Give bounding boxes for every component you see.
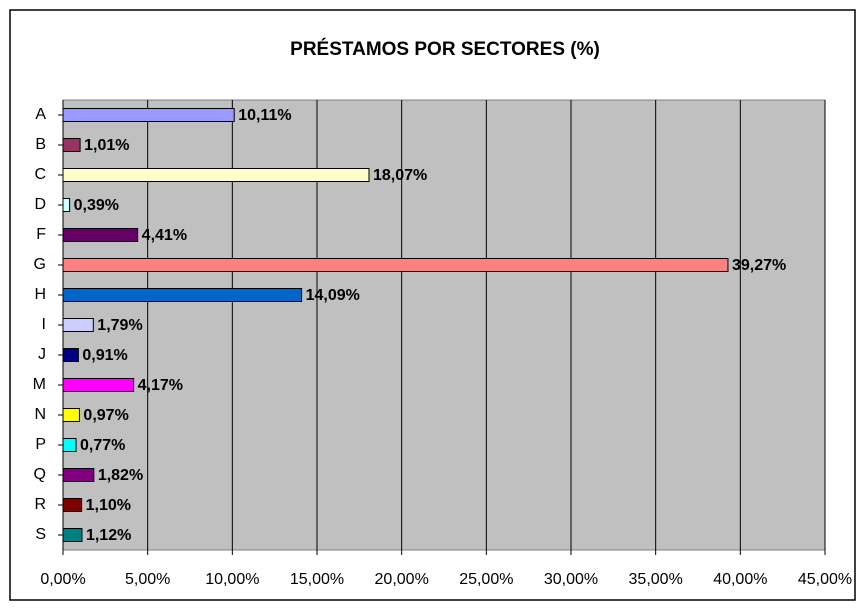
data-label: 0,77% xyxy=(80,437,125,454)
data-label: 1,12% xyxy=(86,527,131,544)
bar xyxy=(62,498,83,512)
data-label: 4,41% xyxy=(142,227,187,244)
data-label: 4,17% xyxy=(138,377,183,394)
bar xyxy=(62,528,83,542)
x-tick-label: 0,00% xyxy=(40,571,85,588)
data-label: 10,11% xyxy=(238,107,291,124)
y-tick-label: Q xyxy=(34,466,46,483)
y-tick-label: S xyxy=(35,526,46,543)
y-tick-label: A xyxy=(35,106,46,123)
bar xyxy=(62,258,729,272)
data-label: 1,01% xyxy=(84,137,129,154)
data-label: 0,39% xyxy=(74,197,119,214)
y-tick-label: F xyxy=(36,226,46,243)
x-tick-label: 30,00% xyxy=(544,571,598,588)
data-label: 1,10% xyxy=(86,497,131,514)
bar xyxy=(62,438,77,452)
bar xyxy=(62,168,370,182)
data-label: 1,82% xyxy=(98,467,143,484)
bar xyxy=(62,348,79,362)
bar xyxy=(62,408,80,422)
y-tick-label: J xyxy=(38,346,46,363)
y-tick-label: D xyxy=(34,196,46,213)
y-tick-label: R xyxy=(34,496,46,513)
x-tick-label: 20,00% xyxy=(375,571,429,588)
x-tick-label: 10,00% xyxy=(205,571,259,588)
bar xyxy=(62,138,81,152)
y-tick-label: H xyxy=(34,286,46,303)
plot-area xyxy=(62,99,826,551)
y-tick-label: P xyxy=(35,436,46,453)
bar xyxy=(62,468,95,482)
bar xyxy=(62,108,235,122)
y-tick-label: C xyxy=(34,166,46,183)
bar xyxy=(62,228,139,242)
bar xyxy=(62,318,94,332)
data-label: 39,27% xyxy=(732,257,786,274)
data-label: 0,97% xyxy=(83,407,128,424)
bar xyxy=(62,198,71,212)
y-tick-label: N xyxy=(34,406,46,423)
x-tick-label: 15,00% xyxy=(290,571,344,588)
x-tick-label: 45,00% xyxy=(798,571,852,588)
x-tick-label: 25,00% xyxy=(459,571,513,588)
bar xyxy=(62,288,303,302)
chart-title: PRÉSTAMOS POR SECTORES (%) xyxy=(290,38,600,60)
data-label: 18,07% xyxy=(373,167,427,184)
x-tick-label: 5,00% xyxy=(125,571,170,588)
y-tick-label: M xyxy=(33,376,46,393)
y-tick-label: I xyxy=(42,316,46,333)
x-tick-label: 35,00% xyxy=(629,571,683,588)
data-label: 1,79% xyxy=(97,317,142,334)
bar xyxy=(62,378,135,392)
y-tick-label: G xyxy=(34,256,46,273)
y-tick-label: B xyxy=(35,136,46,153)
data-label: 0,91% xyxy=(82,347,127,364)
data-label: 14,09% xyxy=(306,287,360,304)
x-tick-label: 40,00% xyxy=(713,571,767,588)
